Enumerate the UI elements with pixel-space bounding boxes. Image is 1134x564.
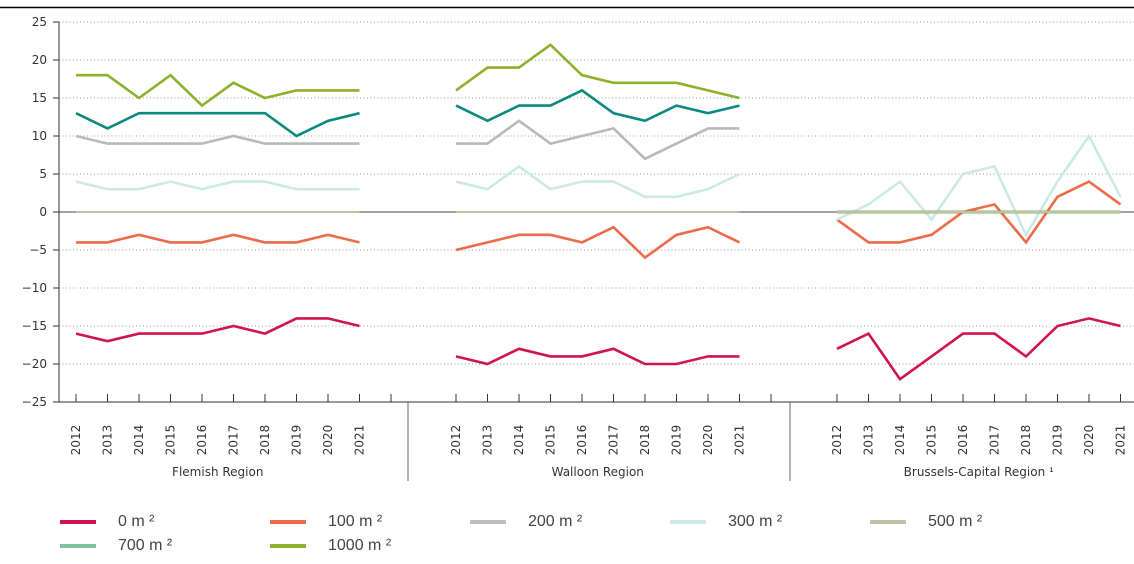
x-tick-label: 2017 [988, 425, 1002, 456]
legend-swatch [670, 520, 706, 524]
legend-swatch [270, 520, 306, 524]
legend-swatch [270, 544, 306, 548]
series-line-100mm2 [836, 180, 1122, 245]
legend-item: 200 m ² [470, 510, 582, 534]
legend-label: 500 m ² [928, 513, 983, 530]
x-tick-label: 2013 [481, 425, 495, 456]
x-tick-label: 2016 [195, 425, 209, 456]
series-line-0mm2 [836, 317, 1121, 382]
legend-item: 100 m ² [270, 510, 382, 534]
legend-label: 0 m ² [118, 513, 155, 530]
legend-item: 1000 m ² [270, 534, 391, 558]
series-line-0mm2 [75, 317, 360, 343]
x-tick-label: 2013 [862, 425, 876, 456]
x-tick-label: 2020 [1082, 425, 1096, 456]
x-tick-label: 2015 [925, 425, 939, 456]
series-line-300mm2 [455, 164, 741, 199]
x-tick-label: 2019 [290, 425, 304, 456]
x-tick-label: 2017 [227, 425, 241, 456]
y-tick-label: −20 [22, 357, 47, 371]
legend-item: 0 m ² [60, 510, 154, 534]
y-tick-label: 25 [32, 15, 47, 29]
x-tick-label: 2012 [69, 425, 83, 456]
series-line-200mm2 [456, 119, 740, 161]
y-tick-label: −10 [22, 281, 47, 295]
legend-label: 700 m ² [118, 537, 173, 554]
x-tick-label: 2017 [607, 425, 621, 456]
series-line-200mm2 [75, 134, 360, 145]
series-line-1000mm2 [455, 43, 740, 100]
legend-label: 200 m ² [528, 513, 583, 530]
x-tick-label: 2014 [512, 425, 526, 456]
x-tick-label: 2018 [258, 425, 272, 456]
x-tick-label: 2018 [638, 425, 652, 456]
series-line-300mm2 [75, 180, 360, 191]
group-label: Walloon Region [552, 465, 644, 479]
y-tick-label: 20 [32, 53, 47, 67]
y-tick-label: 0 [39, 205, 47, 219]
axes [0, 6, 1134, 481]
x-tick-label: 2012 [830, 425, 844, 456]
y-tick-label: 15 [32, 91, 47, 105]
x-tick-label: 2014 [132, 425, 146, 456]
x-tick-label: 2021 [1114, 425, 1128, 456]
x-tick-label: 2019 [1051, 425, 1065, 456]
legend-swatch [870, 520, 906, 524]
x-tick-label: 2015 [164, 425, 178, 456]
x-tick-label: 2020 [701, 425, 715, 456]
y-tick-label: −25 [22, 395, 47, 409]
legend-label: 1000 m ² [328, 537, 392, 554]
legend-item: 300 m ² [670, 510, 782, 534]
x-tick-label: 2016 [575, 425, 589, 456]
x-tick-label: 2012 [449, 425, 463, 456]
x-tick-label: 2014 [893, 425, 907, 456]
group-label: Flemish Region [172, 465, 263, 479]
x-tick-label: 2013 [101, 425, 115, 456]
gridlines [59, 21, 1134, 365]
series-line-1000mm2 [76, 73, 360, 108]
y-tick-label: −15 [22, 319, 47, 333]
legend-item: 500 m ² [870, 510, 982, 534]
series-line-100mm2 [76, 233, 360, 244]
y-tick-label: 10 [32, 129, 47, 143]
x-tick-label: 2015 [544, 425, 558, 456]
series-line-700mm2 [455, 88, 740, 123]
legend-label: 100 m ² [328, 513, 383, 530]
x-tick-label: 2018 [1019, 425, 1033, 456]
legend-label: 300 m ² [728, 513, 783, 530]
legend-swatch [60, 520, 96, 524]
y-tick-label: −5 [29, 243, 47, 257]
series-line-300mm2 [836, 133, 1122, 238]
x-tick-label: 2019 [670, 425, 684, 456]
legend-swatch [470, 520, 506, 524]
legend-swatch [60, 544, 96, 548]
x-tick-label: 2021 [353, 425, 367, 456]
series-line-700mm2 [75, 111, 360, 138]
x-tick-label: 2020 [321, 425, 335, 456]
series-lines [75, 43, 1122, 382]
series-line-100mm2 [455, 225, 741, 260]
group-label: Brussels-Capital Region ¹ [904, 465, 1054, 479]
y-tick-label: 5 [39, 167, 47, 181]
x-tick-label: 2016 [956, 425, 970, 456]
legend-item: 700 m ² [60, 534, 172, 558]
x-tick-label: 2021 [733, 425, 747, 456]
series-line-0mm2 [455, 347, 740, 366]
